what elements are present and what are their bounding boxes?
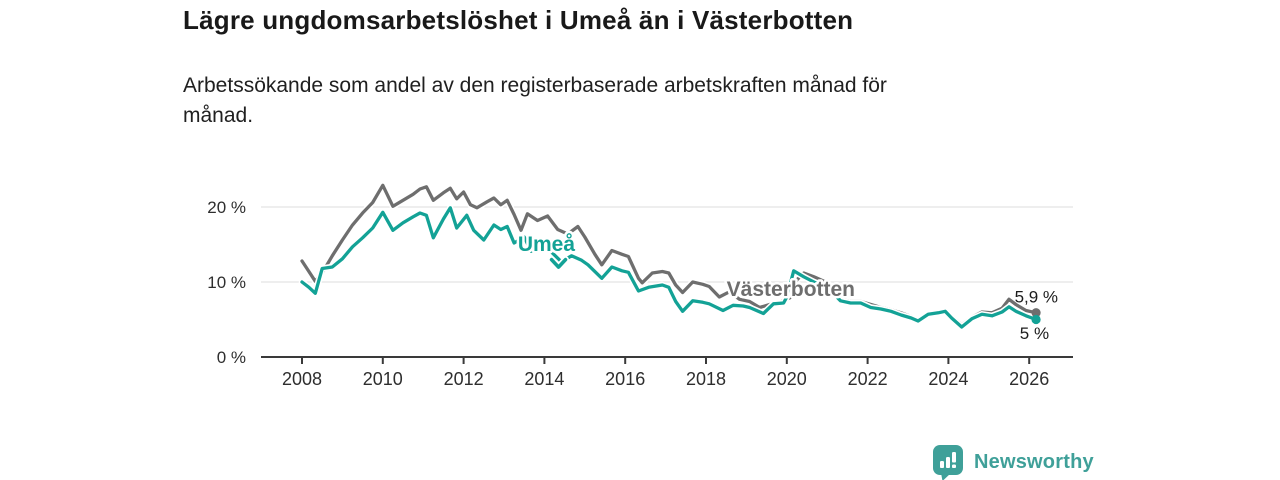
x-tick-label-2026: 2026	[1009, 369, 1049, 389]
newsworthy-logo-text: Newsworthy	[974, 451, 1094, 473]
chart-subtitle-line1: Arbetssökande som andel av den registerb…	[183, 74, 887, 97]
newsworthy-logo[interactable]: Newsworthy	[932, 444, 1094, 480]
series-line-vasterbotten	[300, 183, 1038, 327]
chart-subtitle-line2: månad.	[183, 104, 254, 127]
y-tick-label-20: 20 %	[207, 198, 246, 217]
series-end-dot-umea	[1031, 314, 1041, 325]
series-end-label-umea: 5 %	[1020, 324, 1049, 343]
x-tick-label-2022: 2022	[848, 369, 888, 389]
y-tick-label-0: 0 %	[217, 348, 246, 367]
series-line-umea	[300, 206, 1038, 329]
y-tick-label-10: 10 %	[207, 273, 246, 292]
x-tick-label-2010: 2010	[363, 369, 403, 389]
x-tick-label-2008: 2008	[282, 369, 322, 389]
chart-title: Lägre ungdomsarbetslöshet i Umeå än i Vä…	[183, 5, 854, 35]
chart-subtitle: Arbetssökande som andel av den registerb…	[183, 71, 887, 131]
series-end-dot-vasterbotten	[1031, 308, 1041, 318]
annotation-label-umea: Umeå	[518, 233, 576, 256]
annotation-arrow-down-icon-umea	[549, 257, 568, 269]
x-tick-label-2016: 2016	[605, 369, 645, 389]
series-casing-umea	[298, 204, 1040, 331]
newsworthy-logo-icon	[933, 445, 963, 480]
series-casing-vasterbotten	[298, 182, 1040, 329]
x-tick-label-2012: 2012	[444, 369, 484, 389]
x-tick-label-2024: 2024	[928, 369, 968, 389]
annotation-label-vasterbotten: Västerbotten	[727, 278, 855, 301]
series-end-label-vasterbotten: 5,9 %	[1015, 287, 1058, 306]
x-tick-label-2020: 2020	[767, 369, 807, 389]
x-tick-label-2014: 2014	[524, 369, 564, 389]
x-tick-label-2018: 2018	[686, 369, 726, 389]
